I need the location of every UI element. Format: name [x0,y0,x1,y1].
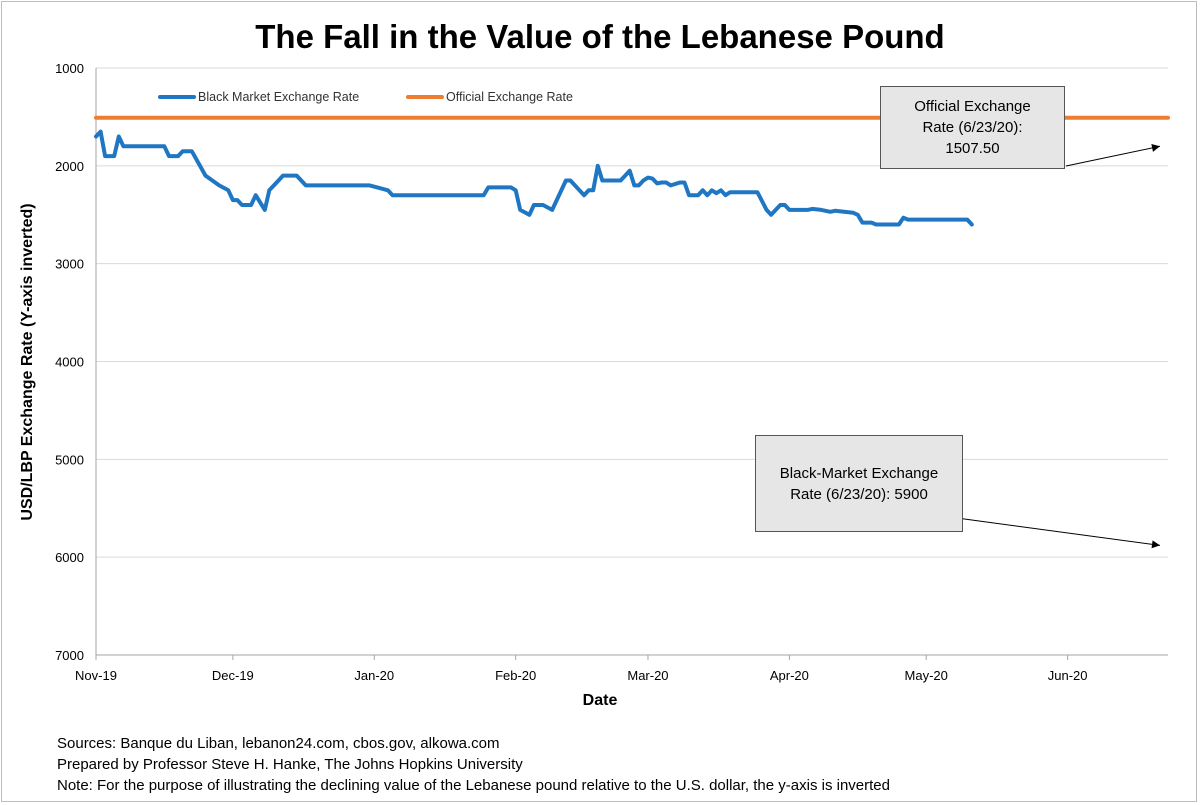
legend-label: Official Exchange Rate [446,90,573,104]
annotation-official-rate: Official Exchange Rate (6/23/20): 1507.5… [880,86,1065,169]
legend-label: Black Market Exchange Rate [198,90,359,104]
x-tick-label: Jan-20 [354,668,394,683]
x-tick-label: Nov-19 [75,668,117,683]
annotation-black-market-rate: Black-Market Exchange Rate (6/23/20): 59… [755,435,963,532]
y-tick-label: 3000 [55,257,84,272]
y-tick-label: 4000 [55,355,84,370]
black-market-rate-line [94,129,974,227]
y-tick-label: 6000 [55,550,84,565]
notes-sources: Sources: Banque du Liban, lebanon24.com,… [57,735,500,752]
y-tick-label: 5000 [55,452,84,467]
annotation-arrow-black-market [956,517,1161,549]
annotation-arrow-official [1065,143,1161,167]
x-tick-label: Apr-20 [770,668,809,683]
x-tick-label: May-20 [905,668,948,683]
notes-prepared-by: Prepared by Professor Steve H. Hanke, Th… [57,756,523,773]
x-axis-label: Date [582,692,618,709]
y-tick-label: 2000 [55,159,84,174]
y-tick-label: 1000 [55,61,84,76]
y-tick-label: 7000 [55,648,84,663]
notes-axis-note: Note: For the purpose of illustrating th… [57,777,890,794]
notes-block: Sources: Banque du Liban, lebanon24.com,… [57,733,890,796]
x-tick-label: Mar-20 [627,668,668,683]
chart-title: The Fall in the Value of the Lebanese Po… [255,18,945,55]
x-tick-label: Jun-20 [1048,668,1088,683]
x-tick-label: Feb-20 [495,668,536,683]
x-tick-label: Dec-19 [212,668,254,683]
